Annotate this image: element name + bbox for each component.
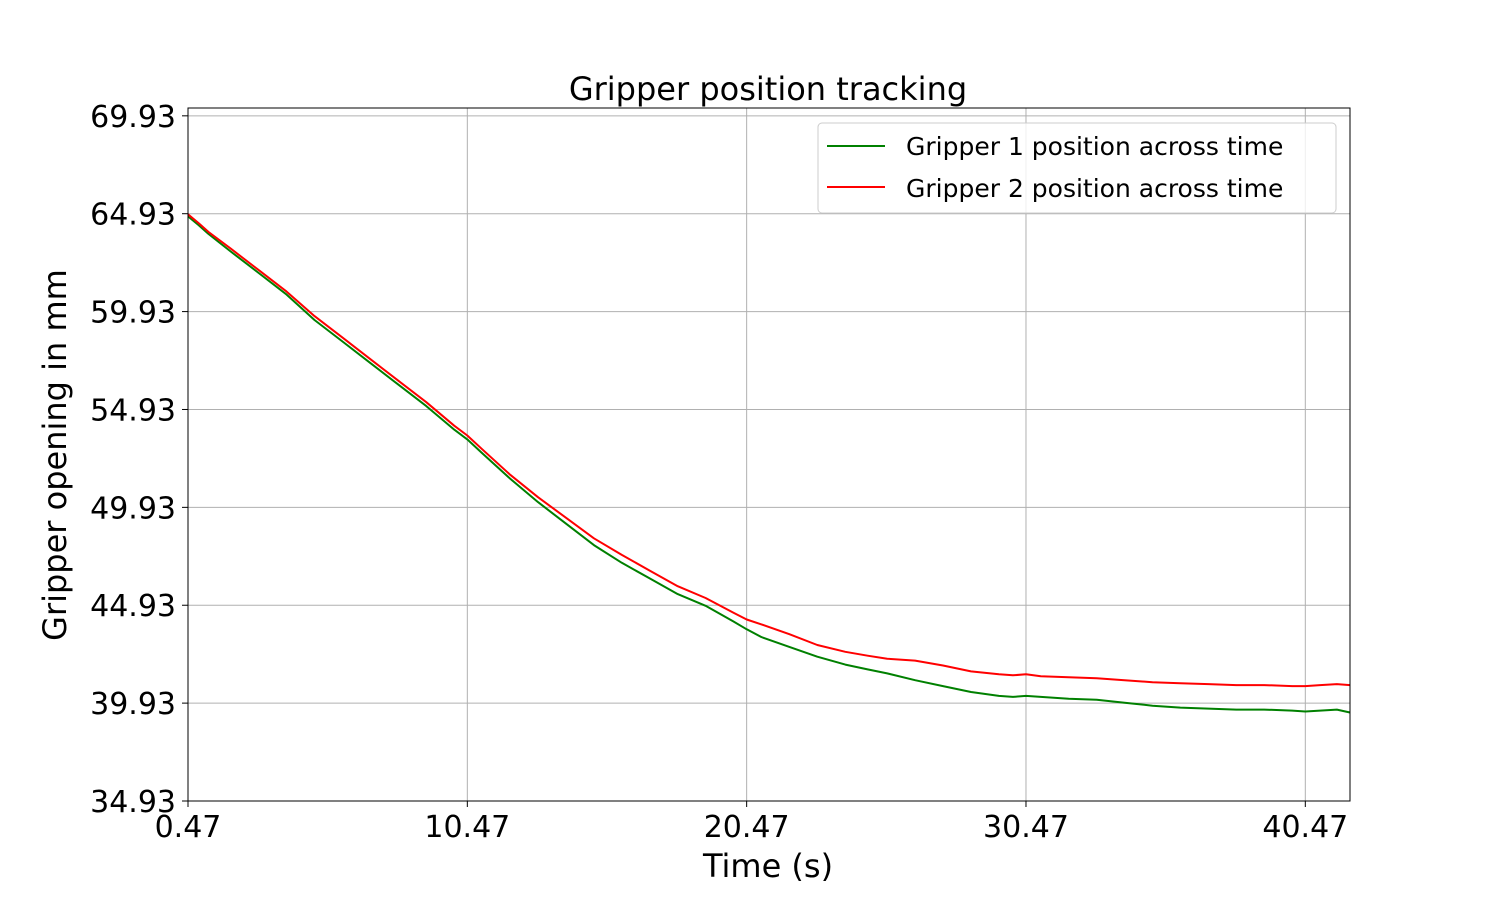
y-tick-label: 59.93 [90,296,176,331]
x-tick-label: 30.47 [983,810,1069,845]
x-tick-label: 0.47 [155,810,222,845]
x-tick-label: 40.47 [1262,810,1348,845]
y-axis-title: Gripper opening in mm [36,269,74,641]
y-tick-label: 39.93 [90,687,176,722]
plot-frame [187,107,1351,802]
x-tick-label: 10.47 [424,810,510,845]
chart-title: Gripper position tracking [569,70,967,108]
legend: Gripper 1 position across time Gripper 2… [817,122,1337,214]
series-line-gripper-1 [187,215,1351,714]
y-tick-label: 54.93 [90,393,176,428]
x-axis-title: Time (s) [702,847,833,885]
series-layer [187,213,1351,714]
legend-label-gripper-1: Gripper 1 position across time [906,132,1283,161]
y-tick-label: 44.93 [90,589,176,624]
x-tick-label: 20.47 [704,810,790,845]
series-line-gripper-2 [187,213,1351,688]
y-tick-label: 64.93 [90,198,176,233]
y-tick-label: 34.93 [90,785,176,820]
legend-label-gripper-2: Gripper 2 position across time [906,174,1283,203]
grid [187,108,1350,802]
legend-box [817,122,1337,214]
y-tick-label: 69.93 [90,100,176,135]
y-tick-label: 49.93 [90,491,176,526]
axis-ticks: 0.47 10.47 20.47 30.47 40.47 34.93 39.93 44.93 4… [90,100,1348,845]
